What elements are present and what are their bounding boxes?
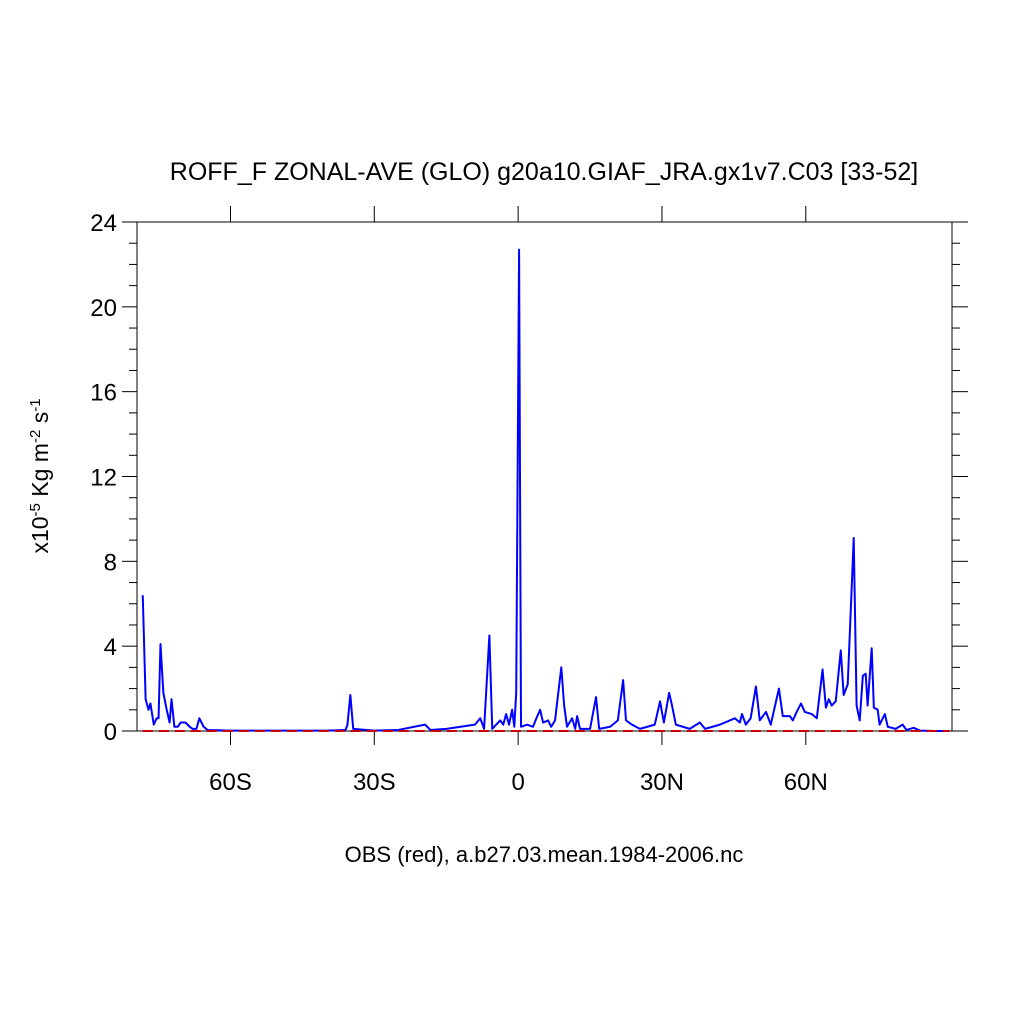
y-label-superscript: -1 [27,398,44,411]
y-label-superscript: -5 [27,503,44,516]
x-tick-label: 0 [511,769,524,796]
y-label-text: x10 [27,516,53,553]
y-tick-label: 16 [90,380,117,407]
x-tick-label: 30N [640,769,684,796]
y-tick-label: 20 [90,295,117,322]
x-tick-label: 30S [353,769,396,796]
x-axis-label: OBS (red), a.b27.03.mean.1984-2006.nc [345,842,744,867]
y-axis-label: x10-5 Kg m-2 s-1 [27,398,54,553]
y-label-superscript: -2 [27,430,44,443]
y-tick-label: 24 [90,210,117,237]
y-label-text: Kg m [27,443,53,503]
chart-title: ROFF_F ZONAL-AVE (GLO) g20a10.GIAF_JRA.g… [170,158,918,186]
y-tick-label: 4 [104,634,117,661]
data-line [141,248,950,732]
y-tick-label: 12 [90,465,117,492]
x-tick-label: 60N [784,769,828,796]
y-tick-label: 8 [104,549,117,576]
plot-frame [136,221,953,732]
x-tick-label: 60S [209,769,252,796]
y-tick-label: 0 [104,719,117,746]
y-label-text: s [27,412,53,430]
